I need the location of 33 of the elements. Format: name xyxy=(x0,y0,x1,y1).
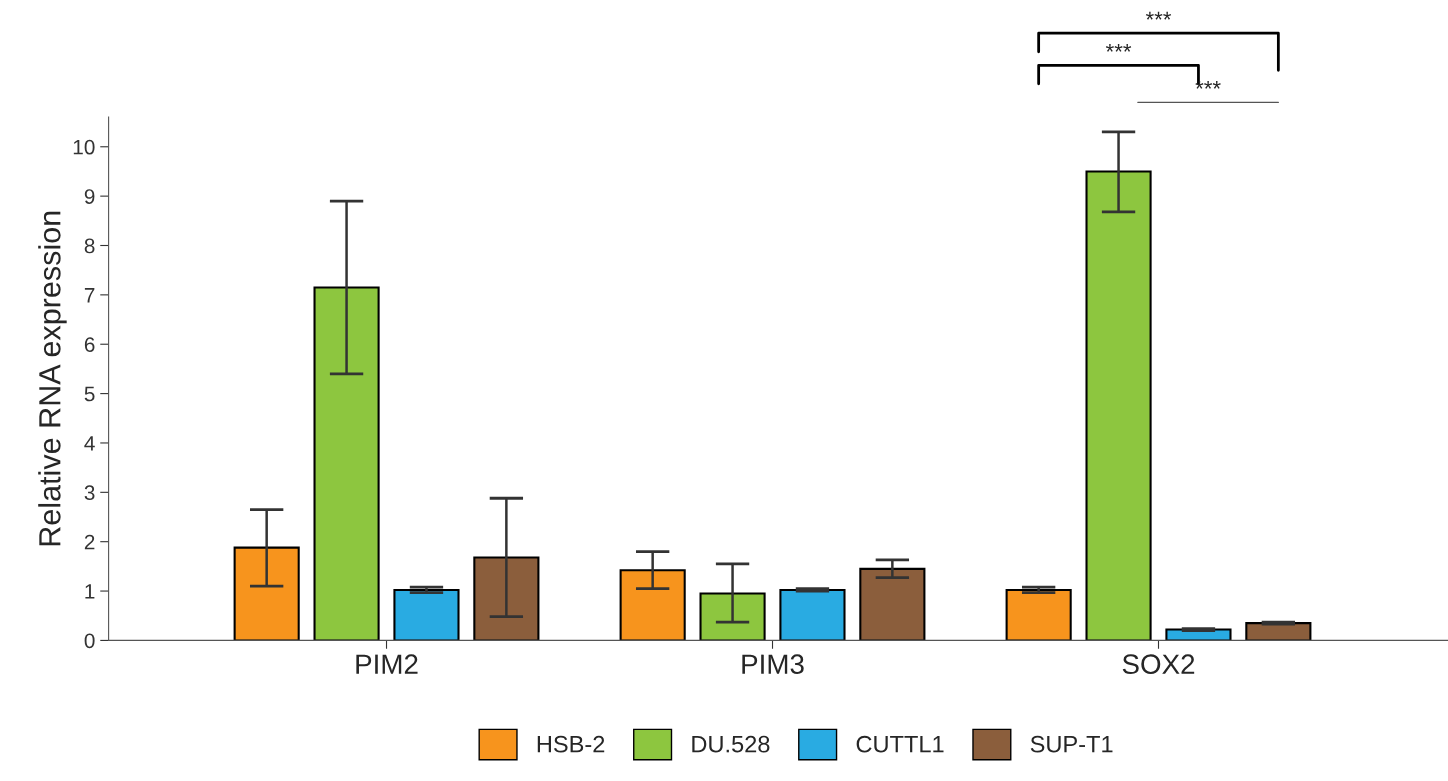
bar xyxy=(313,286,380,641)
y-axis-title: Relative RNA expression xyxy=(38,211,67,546)
text: *** xyxy=(1195,80,1221,89)
bar xyxy=(779,589,846,641)
x-tick-label: SOX2 xyxy=(1122,654,1195,675)
y-tick-label: 7 xyxy=(84,288,95,303)
y-tick-label: 8 xyxy=(84,238,95,254)
bar xyxy=(619,569,686,641)
y-tick-label: 10 xyxy=(73,139,95,155)
legend-label: DU.528 xyxy=(692,735,770,753)
text: *** xyxy=(1145,11,1172,20)
bar xyxy=(1085,170,1152,641)
bar xyxy=(859,567,926,641)
bar xyxy=(1005,589,1072,641)
y-tick-label: 6 xyxy=(84,337,95,352)
y-tick-label: 0 xyxy=(84,633,95,649)
text: *** xyxy=(1105,43,1132,52)
y-tick-label: 3 xyxy=(84,485,95,501)
y-tick-label: 2 xyxy=(84,534,95,550)
bar xyxy=(393,589,460,641)
bar xyxy=(1245,622,1312,641)
x-tick-label: PIM3 xyxy=(742,654,804,675)
y-tick-label: 1 xyxy=(85,584,95,599)
y-tick-label: 9 xyxy=(84,189,95,204)
legend-label: HSB-2 xyxy=(537,735,605,753)
y-tick-label: 4 xyxy=(84,436,95,451)
bar xyxy=(473,556,540,641)
legend-label: CUTTL1 xyxy=(856,735,944,753)
bar xyxy=(233,546,300,641)
legend-label: SUP-T1 xyxy=(1030,735,1113,753)
x-tick-label: PIM2 xyxy=(356,654,418,674)
bar xyxy=(699,592,766,641)
y-tick-label: 5 xyxy=(84,386,95,402)
